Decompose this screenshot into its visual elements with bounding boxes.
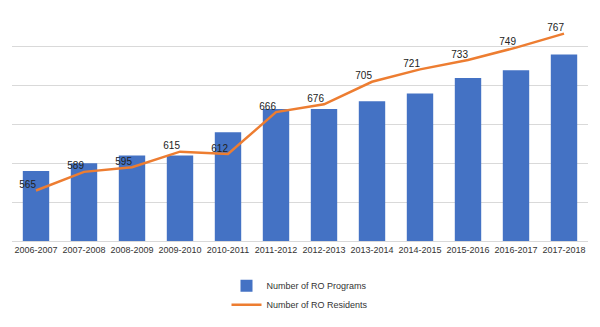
svg-text:666: 666: [259, 101, 276, 112]
svg-text:Number of RO Programs: Number of RO Programs: [267, 281, 367, 291]
svg-text:2016-2017: 2016-2017: [494, 245, 537, 255]
svg-text:595: 595: [115, 156, 132, 167]
svg-text:2013-2014: 2013-2014: [350, 245, 393, 255]
svg-text:2012-2013: 2012-2013: [302, 245, 345, 255]
svg-text:615: 615: [163, 140, 180, 151]
svg-text:676: 676: [307, 93, 324, 104]
svg-text:Number of RO Residents: Number of RO Residents: [267, 300, 368, 310]
svg-text:2010-2011: 2010-2011: [207, 245, 249, 255]
svg-text:589: 589: [67, 160, 84, 171]
svg-text:2008-2009: 2008-2009: [110, 245, 153, 255]
svg-text:2007-2008: 2007-2008: [62, 245, 105, 255]
svg-text:2011-2012: 2011-2012: [255, 245, 297, 255]
svg-text:721: 721: [403, 58, 420, 69]
svg-text:705: 705: [355, 70, 372, 81]
svg-text:2015-2016: 2015-2016: [446, 245, 489, 255]
svg-text:733: 733: [451, 49, 468, 60]
svg-text:612: 612: [211, 143, 228, 154]
svg-text:2017-2018: 2017-2018: [542, 245, 585, 255]
svg-text:767: 767: [547, 22, 564, 33]
svg-text:565: 565: [19, 179, 36, 190]
svg-text:749: 749: [499, 36, 516, 47]
svg-text:2006-2007: 2006-2007: [14, 245, 57, 255]
svg-text:2014-2015: 2014-2015: [398, 245, 441, 255]
svg-text:2009-2010: 2009-2010: [158, 245, 201, 255]
